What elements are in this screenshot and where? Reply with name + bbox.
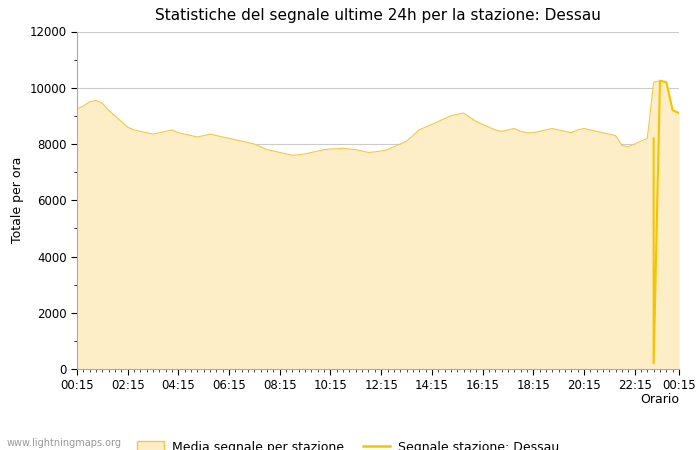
Text: www.lightningmaps.org: www.lightningmaps.org [7, 438, 122, 448]
Y-axis label: Totale per ora: Totale per ora [11, 157, 24, 243]
Title: Statistiche del segnale ultime 24h per la stazione: Dessau: Statistiche del segnale ultime 24h per l… [155, 9, 601, 23]
Text: Orario: Orario [640, 392, 679, 405]
Legend: Media segnale per stazione, Segnale stazione: Dessau: Media segnale per stazione, Segnale staz… [132, 436, 564, 450]
